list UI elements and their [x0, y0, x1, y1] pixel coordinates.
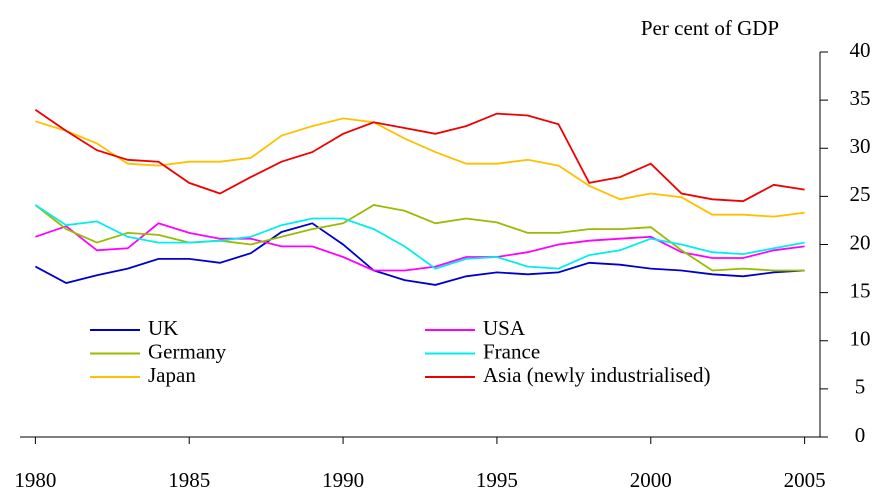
series-line — [34, 204, 805, 272]
x-tick-label: 2005 — [784, 468, 826, 492]
y-tick-label: 15 — [850, 278, 871, 302]
y-tick-label: 0 — [855, 423, 866, 447]
series-line — [34, 109, 805, 203]
legend-label: Japan — [148, 363, 196, 387]
x-tick-label: 1980 — [14, 468, 56, 492]
series-line — [34, 204, 805, 270]
series-line — [35, 117, 805, 218]
y-tick-label: 40 — [850, 38, 871, 62]
y-tick-label: 10 — [850, 327, 871, 351]
legend-label: Germany — [148, 339, 227, 363]
y-tick-label: 20 — [850, 230, 871, 254]
y-tick-label: 5 — [855, 375, 866, 399]
series-line — [35, 222, 805, 272]
x-tick-label: 1990 — [322, 468, 364, 492]
y-tick-label: 35 — [850, 86, 871, 110]
legend-label: Asia (newly industrialised) — [483, 363, 710, 387]
x-tick-label: 2000 — [630, 468, 672, 492]
legend-label: France — [483, 339, 540, 363]
x-tick-label: 1985 — [168, 468, 210, 492]
legend-label: USA — [483, 316, 526, 340]
x-tick-label: 1995 — [476, 468, 518, 492]
series-line — [34, 222, 805, 286]
y-tick-label: 25 — [850, 182, 871, 206]
y-axis-label: Per cent of GDP — [641, 16, 779, 40]
y-tick-label: 30 — [850, 134, 871, 158]
legend-label: UK — [148, 316, 178, 340]
